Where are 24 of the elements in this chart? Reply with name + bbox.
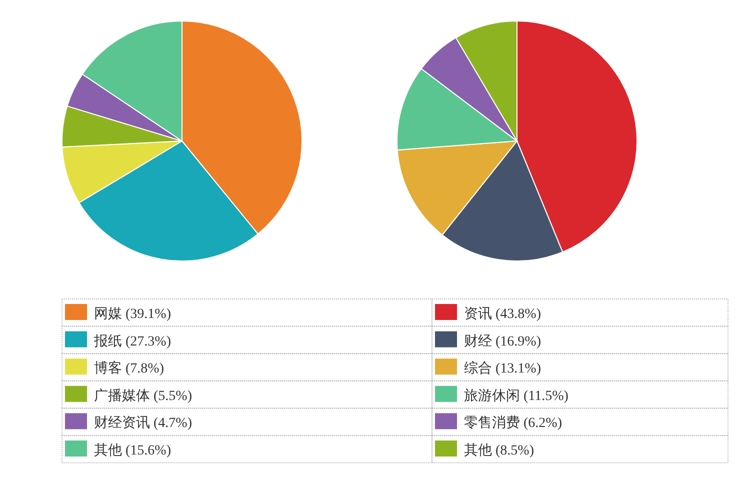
legend-label: 旅游休闲 — [464, 388, 520, 404]
data-label: (16.9%) — [496, 334, 541, 350]
legend-label: 其他 — [464, 444, 492, 458]
legend-label: 财经 — [464, 334, 492, 350]
data-label: (6.2%) — [524, 416, 562, 432]
data-label: (5.5%) — [154, 388, 192, 404]
legend-label: 财经资讯 — [94, 416, 150, 432]
data-label: (8.5%) — [496, 444, 534, 458]
legend-label: 综合 — [464, 362, 492, 377]
legend-label: 报纸 — [94, 334, 122, 350]
legend-label: 资讯 — [464, 307, 492, 322]
data-label: (27.3%) — [126, 334, 171, 350]
legend-label: 网媒 — [94, 307, 122, 322]
data-label: (15.6%) — [126, 444, 171, 458]
legend-label: 广播媒体 — [94, 388, 150, 404]
legend-label: 零售消费 — [464, 416, 520, 432]
data-label: (7.8%) — [126, 362, 164, 377]
data-label: (4.7%) — [154, 416, 192, 432]
data-label: (11.5%) — [524, 388, 568, 404]
data-label: (13.1%) — [496, 362, 541, 377]
legend-label: 其他 — [94, 444, 122, 458]
data-label: (39.1%) — [126, 307, 171, 322]
data-label: (43.8%) — [496, 307, 541, 322]
legend-label: 博客 — [94, 362, 122, 377]
